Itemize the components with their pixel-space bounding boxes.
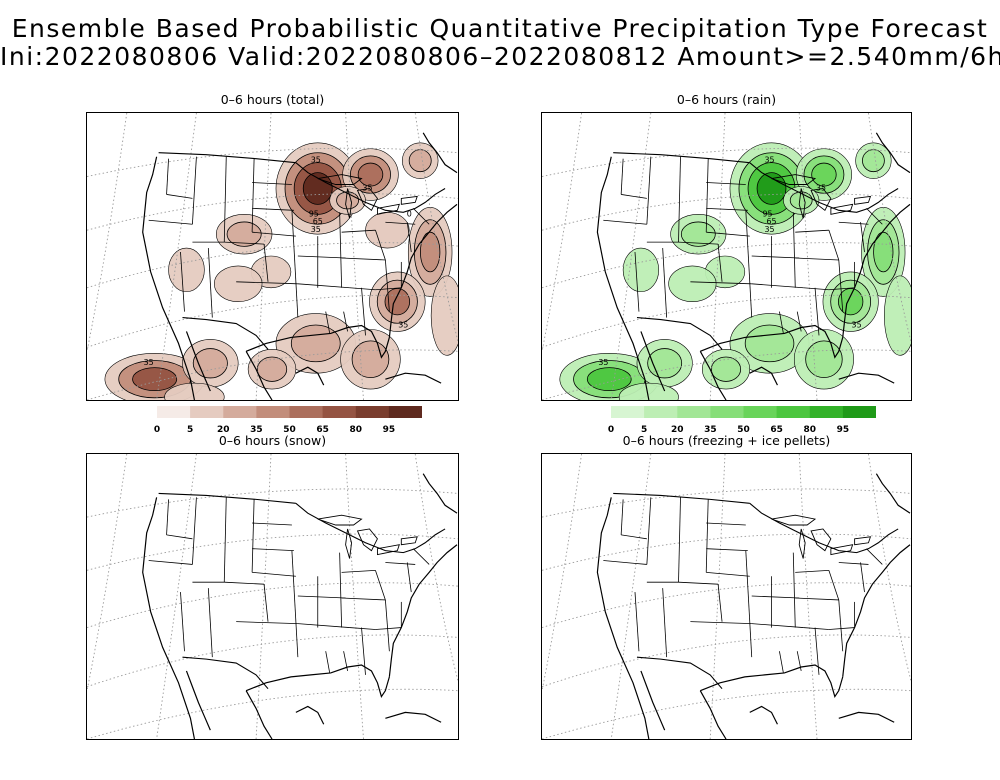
colorbar-swatches (611, 406, 876, 418)
colorbar-tick-label: 20 (671, 425, 684, 435)
colorbar-swatch (256, 406, 290, 418)
colorbar-rain: 0 5 20 35 50 65 80 95 (607, 406, 876, 438)
colorbar-labels: 0 5 20 35 50 65 80 95 (607, 425, 876, 437)
map-panel-total: 35 35 95 65 35 35 35 0 (86, 112, 459, 401)
panel-title-rain: 0–6 hours (rain) (676, 92, 777, 107)
colorbar-tick-label: 95 (836, 425, 850, 435)
figure-title-line1: Ensemble Based Probabilistic Quantitativ… (11, 14, 989, 43)
colorbar-swatch (355, 406, 390, 418)
colorbar-tick-label: 20 (217, 425, 230, 435)
contour-label: 95 (309, 209, 319, 218)
colorbar-tick-label: 35 (250, 425, 263, 435)
colorbar-swatch (322, 406, 357, 418)
map-panel-freezing (541, 453, 912, 740)
contour-label: 35 (144, 358, 154, 367)
panel-title-freezing: 0–6 hours (freezing + ice pellets) (622, 433, 831, 448)
colorbar-swatch (611, 406, 645, 418)
colorbar-tick-label: 35 (704, 425, 717, 435)
colorbar-swatch (710, 406, 744, 418)
colorbar-swatch (190, 406, 224, 418)
colorbar-tick-label: 50 (283, 425, 296, 435)
contour-label: 65 (313, 217, 323, 226)
contour-label: 35 (362, 183, 372, 192)
colorbar-swatch (388, 406, 422, 418)
contour-label: 95 (763, 209, 773, 218)
colorbar-swatch (223, 406, 257, 418)
contour-label: 35 (311, 225, 321, 234)
colorbar-tick-label: 95 (382, 425, 396, 435)
map-svg (542, 454, 911, 739)
contour-label: 35 (765, 156, 775, 165)
contour-label: 35 (311, 156, 321, 165)
colorbar-swatch (157, 406, 191, 418)
colorbar-total: 0 5 20 35 50 65 80 95 (153, 406, 422, 438)
colorbar-swatch (743, 406, 778, 418)
panel-title-snow: 0–6 hours (snow) (218, 433, 327, 448)
contour-label: 0 (407, 209, 412, 218)
colorbar-tick-label: 5 (186, 425, 194, 435)
contour-label: 35 (765, 225, 775, 234)
colorbar-swatch (644, 406, 678, 418)
colorbar-tick-label: 0 (153, 425, 161, 435)
colorbar-swatch (289, 406, 324, 418)
map-panel-rain: 35 35 95 65 35 35 35 (541, 112, 912, 401)
colorbar-swatches (157, 406, 422, 418)
colorbar-tick-label: 65 (316, 425, 329, 435)
contour-label: 35 (598, 358, 608, 367)
colorbar-tick-label: 50 (737, 425, 750, 435)
colorbar-tick-label: 65 (770, 425, 783, 435)
colorbar-swatch (677, 406, 711, 418)
contour-label: 65 (766, 217, 776, 226)
colorbar-tick-label: 80 (349, 425, 363, 435)
colorbar-tick-label: 80 (803, 425, 817, 435)
map-svg (87, 454, 458, 739)
colorbar-swatch (842, 406, 876, 418)
colorbar-tick-label: 5 (640, 425, 648, 435)
colorbar-swatch (809, 406, 844, 418)
colorbar-swatch (776, 406, 811, 418)
figure-title-line2: Ini:2022080806 Valid:2022080806–20220808… (0, 42, 1000, 71)
contour-label: 35 (398, 321, 408, 330)
colorbar-tick-label: 0 (607, 425, 615, 435)
map-panel-snow (86, 453, 459, 740)
contour-label: 35 (816, 183, 826, 192)
panel-title-total: 0–6 hours (total) (220, 92, 325, 107)
colorbar-labels: 0 5 20 35 50 65 80 95 (153, 425, 422, 437)
contour-label: 35 (852, 320, 862, 329)
